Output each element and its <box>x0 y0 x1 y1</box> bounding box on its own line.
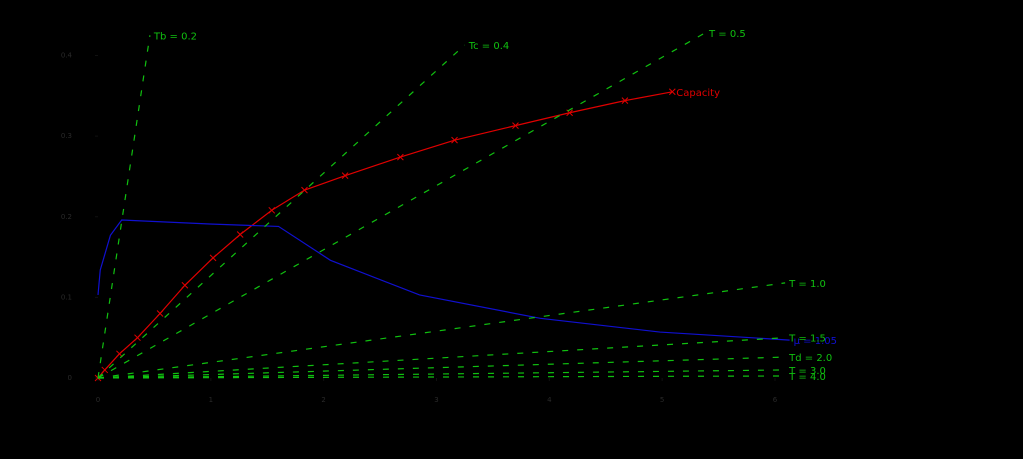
capacity-marker <box>451 136 458 144</box>
series-label: Capacity <box>676 88 720 99</box>
series-label: Tc = 0.4 <box>468 41 510 52</box>
x-tick-label: 2 <box>321 396 325 404</box>
capacity-marker <box>668 88 676 96</box>
x-tick-label: 5 <box>660 396 664 404</box>
series-label: T = 1.5 <box>788 334 826 345</box>
series-label: T = 3.0 <box>788 366 826 377</box>
y-tick-label: 0.2 <box>61 213 72 221</box>
capacity-marker <box>134 334 141 342</box>
y-tick-label: 0.1 <box>61 293 72 301</box>
curve <box>97 91 673 379</box>
capacity-marker <box>301 186 308 194</box>
series-label: μ = 1.05 <box>794 336 837 347</box>
x-tick-label: 0 <box>96 396 100 404</box>
period-line <box>97 32 706 379</box>
x-tick-label: 3 <box>434 396 438 404</box>
capacity-marker <box>236 231 244 238</box>
capacity-marker <box>209 254 217 262</box>
y-tick-label: 0.4 <box>61 52 73 60</box>
capacity-marker <box>181 281 189 289</box>
series-label: T = 0.5 <box>708 29 746 40</box>
capacity-marker <box>512 122 519 129</box>
y-tick-label: 0.3 <box>61 132 72 140</box>
x-tick-label: 4 <box>547 396 552 404</box>
capacity-marker <box>621 97 629 105</box>
curve <box>97 219 790 341</box>
series-label: Td = 2.0 <box>788 353 832 364</box>
period-line <box>97 44 466 379</box>
period-line <box>97 35 151 379</box>
capacity-marker <box>268 206 276 214</box>
capacity-marker <box>397 153 404 161</box>
series-label: Tb = 0.2 <box>153 31 197 42</box>
y-tick-label: 0 <box>68 374 72 382</box>
period-line <box>97 356 786 379</box>
x-tick-label: 1 <box>209 396 213 404</box>
capacity-marker <box>341 172 349 179</box>
period-line <box>97 375 786 379</box>
capacity-marker <box>156 310 164 317</box>
period-line <box>97 369 786 379</box>
period-line <box>97 337 786 379</box>
series-label: T = 1.0 <box>788 279 826 290</box>
x-tick-label: 6 <box>773 396 778 404</box>
series-label: T = 4.0 <box>788 372 826 383</box>
capacity-marker <box>116 350 123 358</box>
period-line <box>97 282 786 379</box>
capacity-marker <box>101 366 109 374</box>
